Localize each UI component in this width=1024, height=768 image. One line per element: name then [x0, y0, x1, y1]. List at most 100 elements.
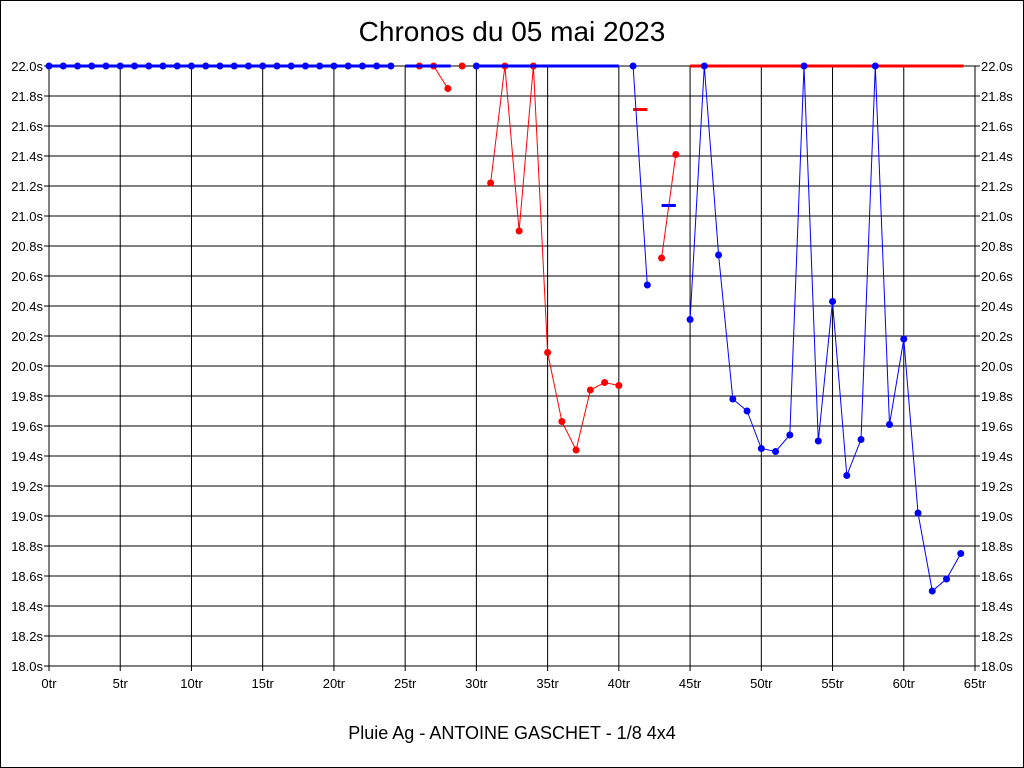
data-point [88, 62, 96, 70]
y-tick-label-left: 21.0s [11, 209, 43, 224]
data-point [116, 62, 124, 70]
y-tick-label-right: 20.0s [981, 359, 1013, 374]
data-point [244, 62, 252, 70]
data-point [344, 62, 352, 70]
y-tick-label-right: 20.8s [981, 239, 1013, 254]
data-point [259, 62, 267, 70]
data-point [615, 382, 623, 389]
data-point [358, 62, 366, 70]
data-point [316, 62, 324, 70]
y-tick-label-left: 19.8s [11, 389, 43, 404]
y-tick-label-right: 21.6s [981, 119, 1013, 134]
data-point [772, 448, 780, 455]
y-tick-label-right: 20.4s [981, 299, 1013, 314]
data-point [230, 62, 238, 70]
data-point [444, 85, 452, 92]
y-tick-label-right: 21.4s [981, 149, 1013, 164]
data-point [658, 254, 666, 262]
data-point [145, 62, 153, 70]
y-tick-label-right: 19.0s [981, 509, 1013, 524]
y-tick-label-left: 18.6s [11, 569, 43, 584]
y-tick-label-left: 18.0s [11, 659, 43, 674]
data-point [287, 62, 295, 70]
y-tick-label-right: 19.6s [981, 419, 1013, 434]
x-tick-label: 50tr [750, 676, 773, 691]
y-tick-label-left: 19.2s [11, 479, 43, 494]
data-point [373, 62, 381, 70]
data-point [487, 179, 495, 187]
data-point [672, 151, 680, 158]
y-tick-label-left: 18.8s [11, 539, 43, 554]
x-tick-label: 65tr [964, 676, 987, 691]
data-point [301, 62, 309, 70]
x-tick-label: 5tr [113, 676, 129, 691]
data-point [330, 62, 338, 70]
data-point [914, 509, 922, 517]
data-point [601, 379, 609, 386]
data-point [187, 62, 195, 70]
series-line [632, 65, 648, 286]
y-tick-label-left: 20.8s [11, 239, 43, 254]
data-point [757, 445, 765, 452]
x-tick-label: 45tr [679, 676, 702, 691]
y-tick-label-left: 20.2s [11, 329, 43, 344]
data-point [715, 251, 723, 259]
x-tick-label: 15tr [251, 676, 274, 691]
y-tick-label-right: 21.2s [981, 179, 1013, 194]
data-point [700, 62, 708, 70]
data-point [586, 386, 594, 394]
y-tick-label-right: 18.4s [981, 599, 1013, 614]
y-tick-label-left: 20.6s [11, 269, 43, 284]
y-tick-label-left: 21.8s [11, 89, 43, 104]
y-tick-label-right: 20.2s [981, 329, 1013, 344]
y-tick-label-left: 20.0s [11, 359, 43, 374]
x-tick-label: 20tr [323, 676, 346, 691]
data-point [829, 298, 837, 305]
data-point [73, 62, 81, 70]
y-tick-label-left: 19.0s [11, 509, 43, 524]
data-point [472, 62, 480, 70]
y-tick-label-right: 21.0s [981, 209, 1013, 224]
data-point [800, 62, 808, 70]
y-tick-label-right: 18.8s [981, 539, 1013, 554]
grid [48, 65, 976, 667]
data-point [743, 407, 751, 415]
series-line [490, 65, 619, 452]
x-tick-label: 10tr [180, 676, 203, 691]
y-tick-label-right: 21.8s [981, 89, 1013, 104]
y-tick-label-right: 19.8s [981, 389, 1013, 404]
chart-title: Chronos du 05 mai 2023 [358, 16, 666, 47]
data-point [843, 472, 851, 479]
data-point [458, 62, 466, 70]
x-tick-label: 25tr [394, 676, 417, 691]
x-tick-label: 35tr [536, 676, 559, 691]
y-tick-label-left: 21.4s [11, 149, 43, 164]
data-point [814, 437, 822, 445]
y-tick-label-left: 19.4s [11, 449, 43, 464]
y-tick-label-right: 20.6s [981, 269, 1013, 284]
data-point [558, 418, 566, 425]
data-point [857, 436, 865, 443]
data-point [130, 62, 138, 70]
data-point [886, 421, 894, 428]
data-point [202, 62, 210, 70]
data-point [629, 62, 637, 70]
y-tick-label-right: 18.6s [981, 569, 1013, 584]
y-tick-label-right: 19.4s [981, 449, 1013, 464]
data-point [102, 62, 110, 70]
data-point [544, 349, 552, 356]
y-tick-label-right: 18.2s [981, 629, 1013, 644]
data-point [643, 281, 651, 289]
data-point [871, 62, 879, 70]
y-tick-label-left: 20.4s [11, 299, 43, 314]
chart-subtitle: Pluie Ag - ANTOINE GASCHET - 1/8 4x4 [348, 723, 676, 743]
y-tick-label-left: 18.2s [11, 629, 43, 644]
data-point [387, 62, 395, 70]
data-point [515, 227, 523, 235]
x-tick-label: 0tr [41, 676, 57, 691]
y-tick-label-right: 22.0s [981, 59, 1013, 74]
data-point [729, 395, 737, 403]
data-point [957, 550, 965, 557]
